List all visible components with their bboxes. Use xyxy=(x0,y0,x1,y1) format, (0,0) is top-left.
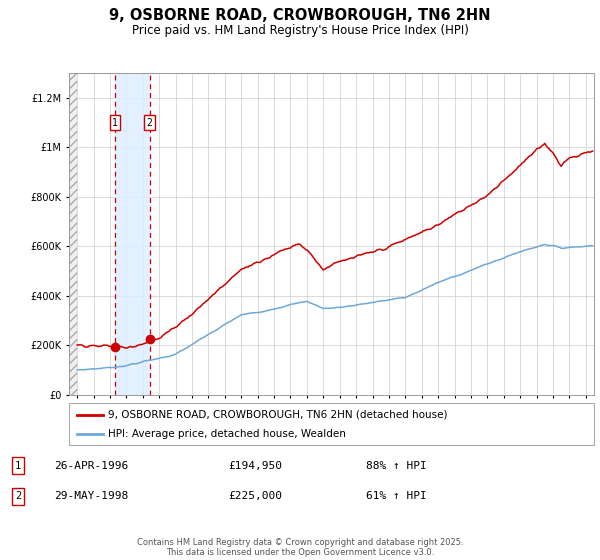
Bar xyxy=(115,73,149,395)
Text: Contains HM Land Registry data © Crown copyright and database right 2025.
This d: Contains HM Land Registry data © Crown c… xyxy=(137,538,463,557)
FancyBboxPatch shape xyxy=(69,403,594,445)
Text: £194,950: £194,950 xyxy=(228,460,282,470)
Text: HPI: Average price, detached house, Wealden: HPI: Average price, detached house, Weal… xyxy=(109,429,346,439)
Text: 9, OSBORNE ROAD, CROWBOROUGH, TN6 2HN (detached house): 9, OSBORNE ROAD, CROWBOROUGH, TN6 2HN (d… xyxy=(109,409,448,419)
Text: 9, OSBORNE ROAD, CROWBOROUGH, TN6 2HN: 9, OSBORNE ROAD, CROWBOROUGH, TN6 2HN xyxy=(109,8,491,24)
Text: 1: 1 xyxy=(15,460,21,470)
Text: 61% ↑ HPI: 61% ↑ HPI xyxy=(366,492,427,502)
Text: 88% ↑ HPI: 88% ↑ HPI xyxy=(366,460,427,470)
Text: Price paid vs. HM Land Registry's House Price Index (HPI): Price paid vs. HM Land Registry's House … xyxy=(131,24,469,36)
Text: 26-APR-1996: 26-APR-1996 xyxy=(54,460,128,470)
Text: £225,000: £225,000 xyxy=(228,492,282,502)
Text: 29-MAY-1998: 29-MAY-1998 xyxy=(54,492,128,502)
Text: 2: 2 xyxy=(146,118,152,128)
Text: 2: 2 xyxy=(15,492,21,502)
Text: 1: 1 xyxy=(112,118,118,128)
